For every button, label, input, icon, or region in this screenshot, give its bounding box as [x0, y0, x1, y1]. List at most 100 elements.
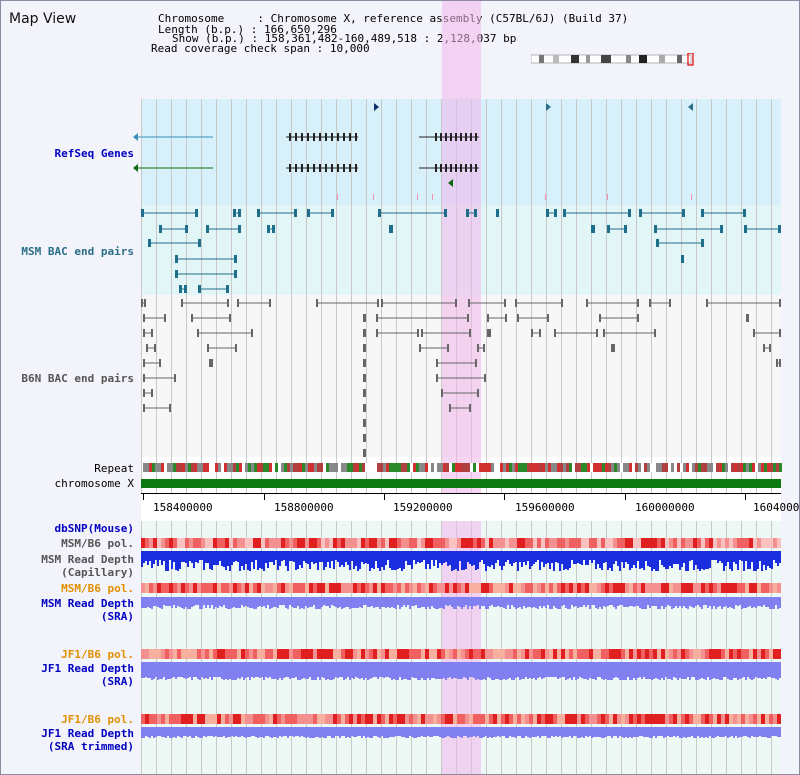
- read-depth-bar: [209, 727, 211, 736]
- refseq-exon: [440, 164, 442, 172]
- read-depth-bar: [647, 597, 649, 605]
- read-depth-bar: [687, 597, 689, 609]
- read-depth-bar: [369, 597, 371, 607]
- polymorphism-cell: [753, 583, 757, 593]
- polymorphism-cell: [773, 583, 777, 593]
- polymorphism-cell: [609, 583, 613, 593]
- read-depth-bar: [741, 662, 743, 678]
- polymorphism-cell: [397, 583, 401, 593]
- polymorphism-cell: [497, 538, 501, 548]
- repeat-segment: [482, 463, 485, 472]
- polymorphism-cell: [737, 538, 741, 548]
- refseq-exon: [470, 164, 472, 172]
- read-depth-bar: [689, 662, 691, 680]
- read-depth-bar: [497, 662, 499, 679]
- b6n-bac-end: [364, 389, 366, 397]
- polymorphism-cell: [221, 538, 225, 548]
- selection-highlight[interactable]: [442, 1, 481, 774]
- read-depth-bar: [501, 727, 503, 736]
- read-depth-bar: [433, 727, 435, 736]
- read-depth-bar: [715, 727, 717, 737]
- read-depth-bar: [499, 597, 501, 607]
- read-depth-bar: [771, 551, 773, 569]
- strand-arrow[interactable]: [546, 103, 551, 111]
- read-depth-bar: [763, 662, 765, 678]
- read-depth-bar: [383, 727, 385, 738]
- chromosome-ideogram[interactable]: [531, 53, 701, 67]
- repeat-segment: [287, 463, 290, 472]
- polymorphism-cell: [397, 714, 401, 724]
- track-label-b6n-bac[interactable]: B6N BAC end pairs: [21, 372, 134, 385]
- read-depth-bar: [277, 551, 279, 570]
- refseq-tick: [691, 194, 692, 200]
- read-depth-bar: [155, 551, 157, 560]
- polymorphism-cell: [257, 714, 261, 724]
- read-depth-bar: [321, 597, 323, 607]
- read-depth-bar: [209, 662, 211, 677]
- polymorphism-cell: [457, 583, 461, 593]
- refseq-exon: [319, 164, 321, 172]
- repeat-segment: [746, 463, 749, 472]
- repeat-segment: [197, 463, 200, 472]
- read-depth-bar: [213, 727, 215, 737]
- read-depth-bar: [237, 727, 239, 737]
- strand-arrow[interactable]: [374, 103, 379, 111]
- repeat-segment: [578, 463, 581, 472]
- polymorphism-cell: [377, 714, 381, 724]
- track-label-msm-bac[interactable]: MSM BAC end pairs: [21, 245, 134, 258]
- read-depth-bar: [527, 551, 529, 561]
- read-depth-bar: [619, 662, 621, 680]
- polymorphism-cell: [585, 538, 589, 548]
- polymorphism-cell: [161, 649, 165, 659]
- track-label-msm-depth-sra: MSM Read Depth: [41, 597, 134, 610]
- strand-arrow[interactable]: [448, 179, 453, 187]
- polymorphism-cell: [653, 714, 657, 724]
- polymorphism-cell: [629, 649, 633, 659]
- polymorphism-cell: [493, 649, 497, 659]
- polymorphism-cell: [485, 649, 489, 659]
- read-depth-bar: [679, 662, 681, 678]
- read-depth-bar: [365, 727, 367, 738]
- read-depth-bar: [687, 551, 689, 571]
- polymorphism-cell: [285, 714, 289, 724]
- b6n-bac-end: [561, 299, 563, 307]
- read-depth-bar: [565, 727, 567, 737]
- polymorphism-cell: [757, 649, 761, 659]
- coverage-value: 10,000: [329, 42, 370, 55]
- polymorphism-cell: [257, 538, 261, 548]
- repeat-segment: [209, 463, 212, 472]
- track-label-refseq[interactable]: RefSeq Genes: [54, 147, 134, 160]
- read-depth-bar: [479, 597, 481, 609]
- read-depth-bar: [751, 662, 753, 680]
- polymorphism-cell: [185, 714, 189, 724]
- strand-arrow[interactable]: [133, 164, 138, 172]
- msm-bac-end: [234, 255, 237, 263]
- read-depth-bar: [541, 662, 543, 679]
- read-depth-bar: [249, 727, 251, 737]
- read-depth-bar: [727, 597, 729, 608]
- repeat-segment: [335, 463, 338, 472]
- track-label-dbsnp[interactable]: dbSNP(Mouse): [54, 522, 134, 535]
- repeat-segment: [575, 463, 578, 472]
- polymorphism-cell: [573, 538, 577, 548]
- read-depth-bar: [695, 727, 697, 738]
- read-depth-bar: [299, 662, 301, 680]
- polymorphism-cell: [489, 714, 493, 724]
- read-depth-bar: [467, 551, 469, 562]
- read-depth-bar: [149, 727, 151, 738]
- read-depth-bar: [593, 727, 595, 737]
- read-depth-bar: [685, 551, 687, 571]
- read-depth-bar: [353, 597, 355, 608]
- repeat-segment: [560, 463, 563, 472]
- read-depth-bar: [217, 551, 219, 565]
- strand-arrow[interactable]: [688, 103, 693, 111]
- repeat-segment: [692, 463, 695, 472]
- b6n-bac-end: [477, 344, 479, 352]
- polymorphism-cell: [313, 583, 317, 593]
- strand-arrow[interactable]: [133, 133, 138, 141]
- polymorphism-cell: [737, 583, 741, 593]
- read-depth-bar: [225, 551, 227, 570]
- read-depth-bar: [619, 551, 621, 571]
- read-depth-bar: [615, 662, 617, 677]
